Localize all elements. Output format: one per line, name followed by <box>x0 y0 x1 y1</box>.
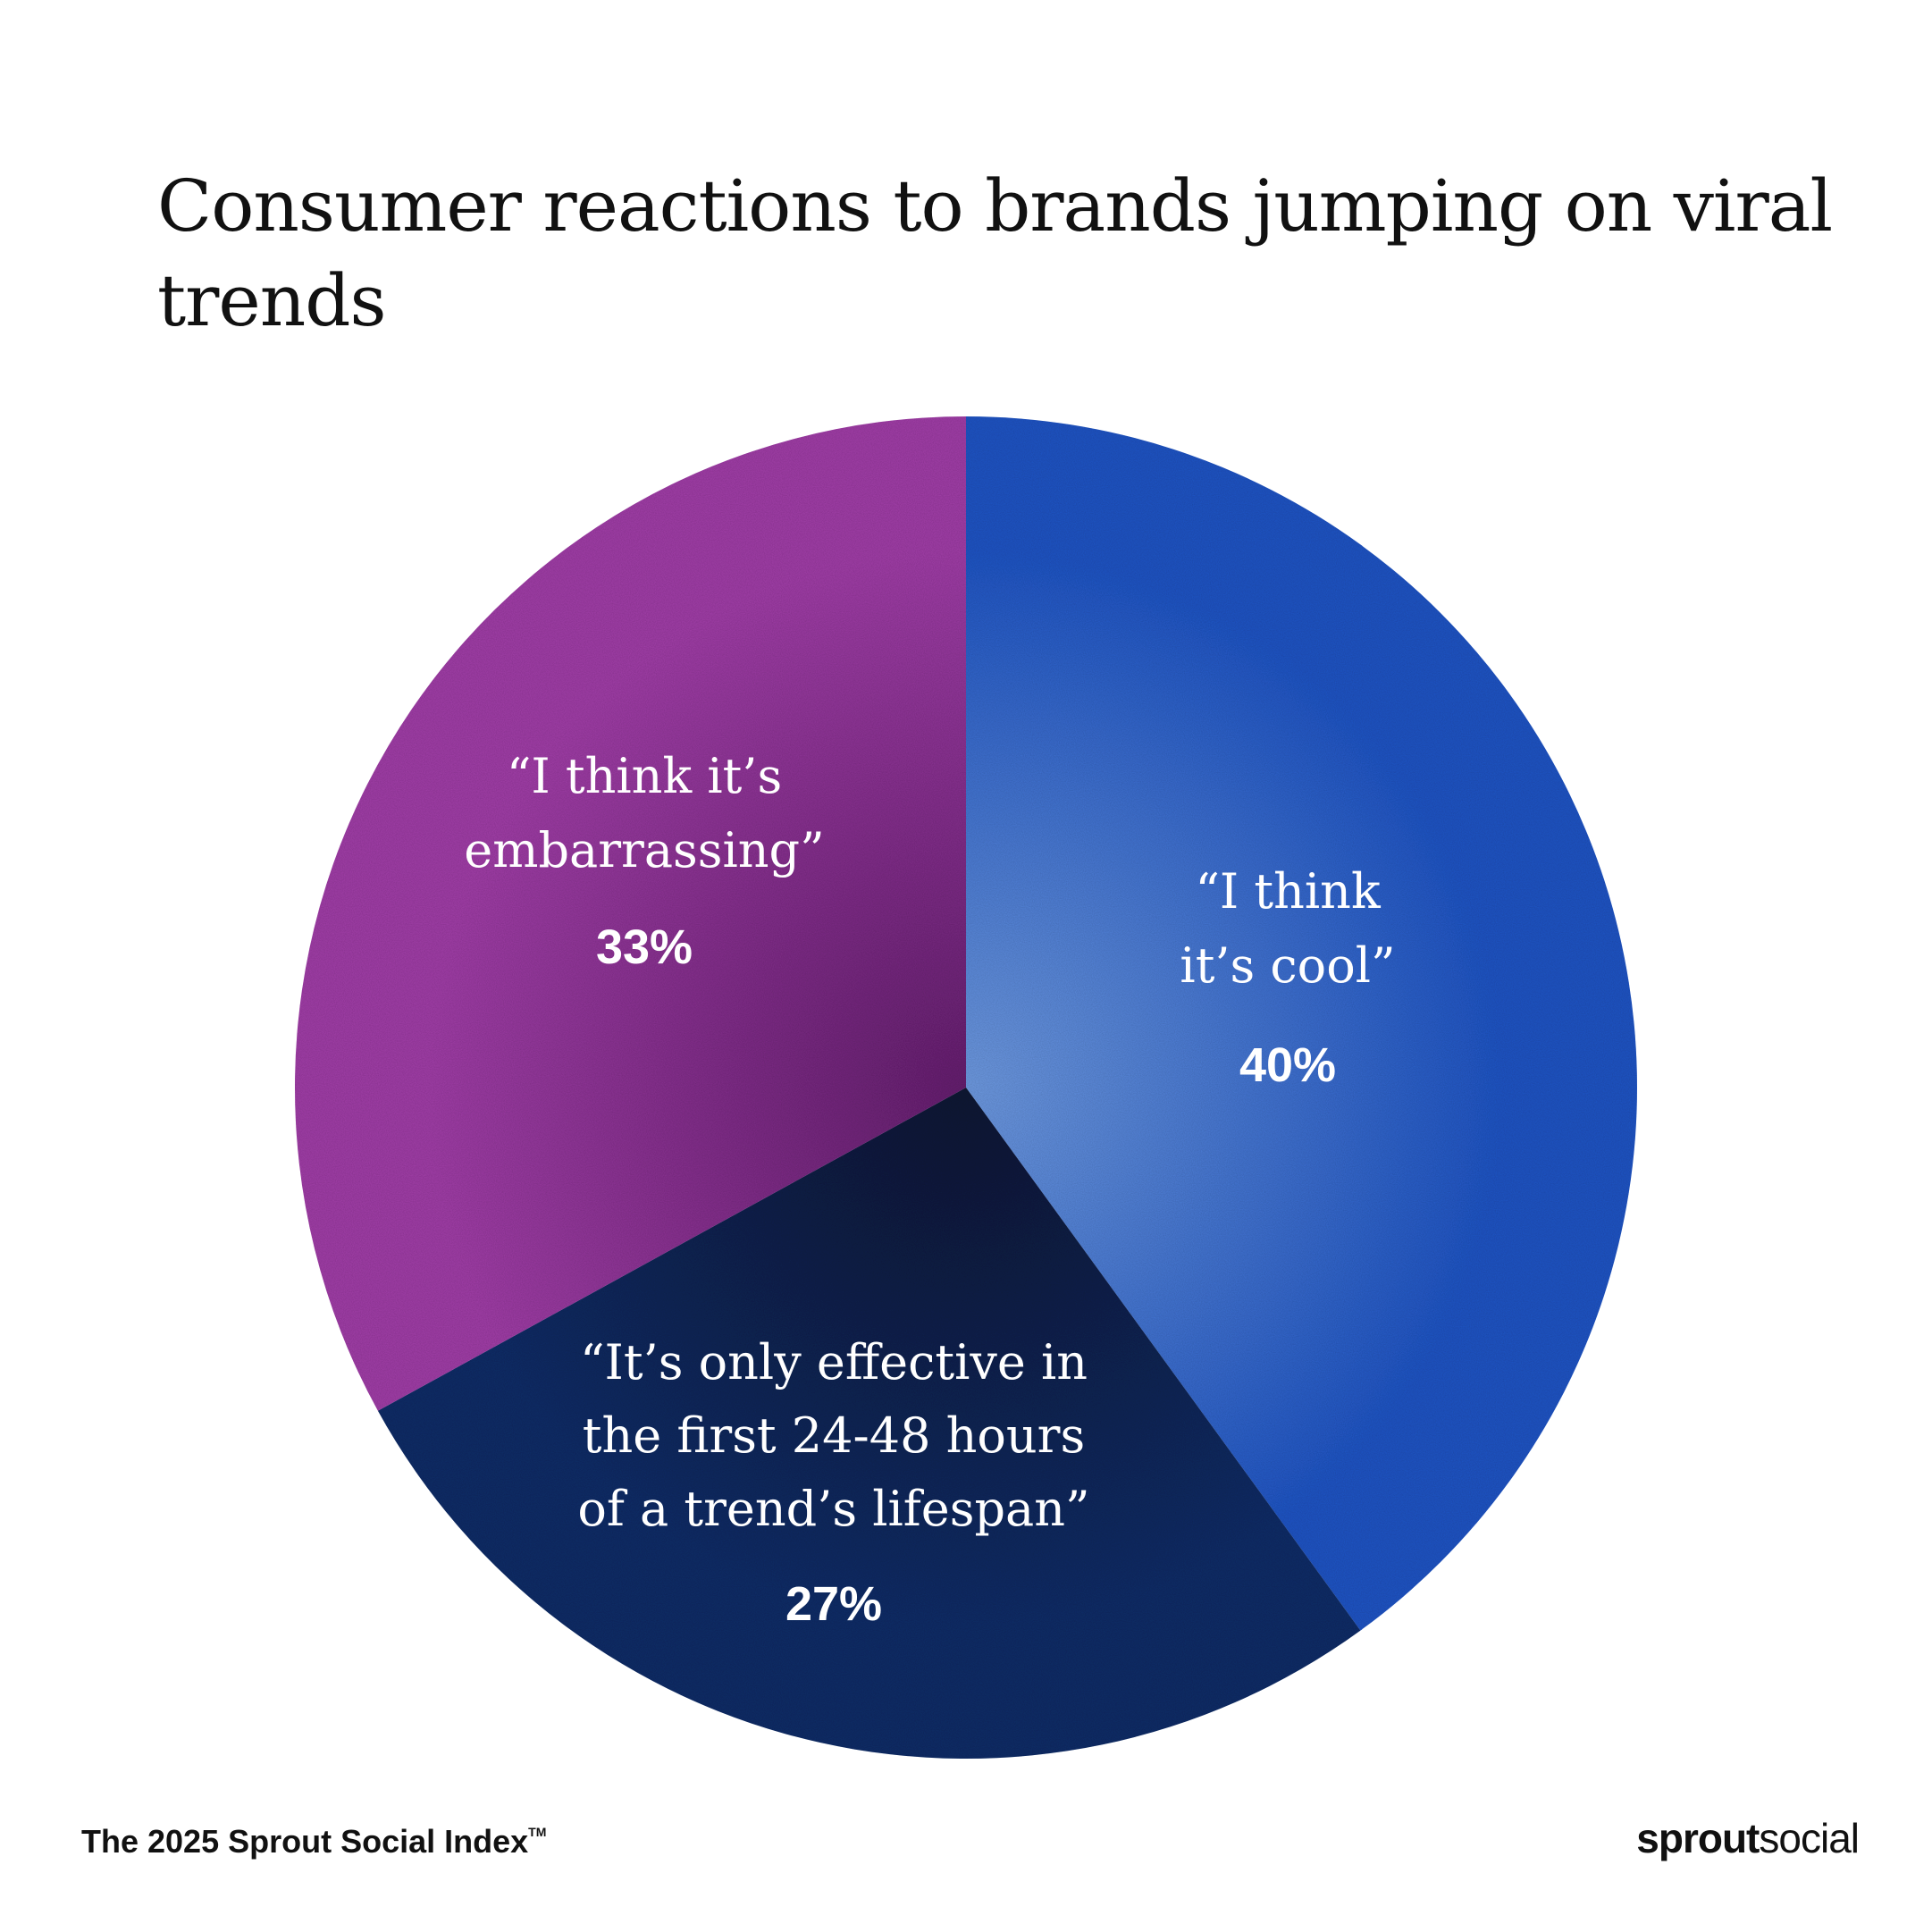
sprout-social-logo: sproutsocial <box>1636 1814 1860 1862</box>
slice-label: “I think <box>1195 863 1382 920</box>
slice-label: “It’s only effective in <box>580 1334 1088 1390</box>
slice-value-label: 33% <box>596 920 693 974</box>
slice-value-label: 40% <box>1239 1038 1336 1092</box>
chart-title: Consumer reactions to brands jumping on … <box>157 164 1833 342</box>
slice-label: embarrassing” <box>464 822 824 878</box>
slice-label: the first 24-48 hours <box>583 1407 1085 1464</box>
logo-light: social <box>1759 1815 1860 1861</box>
source-footer: The 2025 Sprout Social IndexTM <box>81 1823 546 1861</box>
source-text: The 2025 Sprout Social Index <box>81 1823 529 1860</box>
pie-slice-33pct <box>295 416 966 1411</box>
pie-slice-27pct <box>377 1088 1361 1759</box>
slice-label: it’s cool” <box>1180 937 1395 994</box>
pie-slice-40pct <box>966 416 1637 1631</box>
trademark: TM <box>528 1825 547 1839</box>
slice-value-label: 27% <box>785 1577 882 1631</box>
logo-bold: sprout <box>1636 1815 1760 1861</box>
slice-label: of a trend’s lifespan” <box>577 1481 1089 1537</box>
slice-label: “I think it’s <box>507 748 782 804</box>
